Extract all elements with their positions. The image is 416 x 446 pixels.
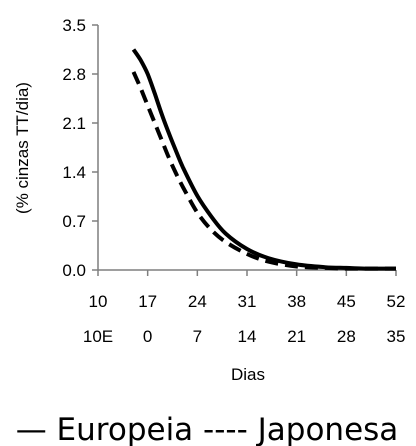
x-tick-label-row1: 31 xyxy=(238,292,257,311)
x-tick-label-row1: 38 xyxy=(287,292,306,311)
x-tick-label-row1: 10 xyxy=(89,292,108,311)
x-tick-label-row2: 35 xyxy=(387,327,406,346)
x-tick-label-row2: 21 xyxy=(287,327,306,346)
x-tick-label-row1: 17 xyxy=(138,292,157,311)
series-line-japonesa xyxy=(131,71,396,271)
y-tick-label: 0.7 xyxy=(62,212,86,231)
x-tick-label-row2: 10E xyxy=(83,327,113,346)
x-tick-label-row1: 24 xyxy=(188,292,207,311)
y-tick-label: 3.5 xyxy=(62,16,86,35)
series-line-europeia xyxy=(131,48,397,271)
x-tick-label-row1: 45 xyxy=(337,292,356,311)
x-tick-label-row2: 7 xyxy=(193,327,202,346)
y-tick-label: 2.1 xyxy=(62,114,86,133)
x-tick-label-row2: 28 xyxy=(337,327,356,346)
y-tick-label: 1.4 xyxy=(62,163,86,182)
x-tick-label-row2: 14 xyxy=(238,327,257,346)
x-tick-label-row1: 52 xyxy=(387,292,406,311)
x-axis-title: Dias xyxy=(231,365,265,384)
y-tick-label: 2.8 xyxy=(62,65,86,84)
y-tick-label: 0.0 xyxy=(62,261,86,280)
legend: — Europeia ---- Japonesa xyxy=(16,412,399,446)
x-tick-label-row2: 0 xyxy=(143,327,152,346)
y-axis-title: (% cinzas TT/dia) xyxy=(13,82,32,214)
